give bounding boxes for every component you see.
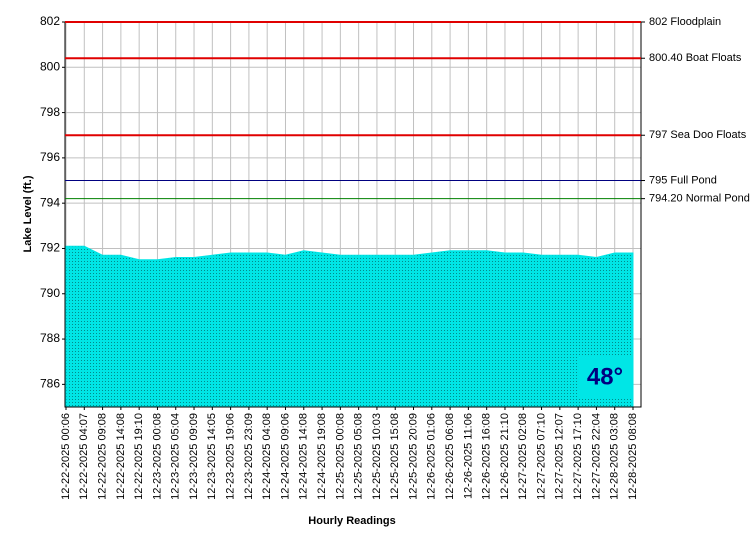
y-tick-label: 800 [40,59,60,73]
x-tick-label: 12-25-2025 00:08 [334,413,346,500]
x-tick-label: 12-27-2025 07:10 [535,413,547,500]
x-tick-label: 12-26-2025 16:08 [481,413,493,500]
x-tick-label: 12-23-2025 23:09 [243,413,255,500]
x-tick-label: 12-23-2025 19:06 [225,413,237,500]
x-tick-label: 12-23-2025 00:08 [151,413,163,500]
x-tick-label: 12-26-2025 11:06 [462,413,474,499]
x-tick-label: 12-24-2025 14:08 [298,413,310,500]
reference-label: 794.20 Normal Pond [649,193,750,205]
reference-label: 795 Full Pond [649,174,717,186]
x-tick-label: 12-22-2025 04:07 [78,413,90,500]
x-tick-label: 12-22-2025 19:10 [133,413,145,500]
y-tick-label: 788 [40,331,60,345]
x-tick-label: 12-25-2025 15:08 [389,413,401,500]
x-tick-label: 12-26-2025 01:06 [426,413,438,500]
x-tick-label: 12-27-2025 12:07 [554,413,566,500]
x-tick-label: 12-22-2025 14:08 [115,413,127,500]
x-tick-label: 12-24-2025 04:08 [261,413,273,500]
x-tick-label: 12-22-2025 00:06 [60,413,72,500]
x-tick-label: 12-28-2025 08:08 [627,413,639,500]
reference-label: 802 Floodplain [649,16,721,28]
y-tick-label: 802 [40,14,60,28]
y-tick-label: 798 [40,105,60,119]
x-tick-label: 12-23-2025 09:09 [188,413,200,500]
x-tick-label: 12-27-2025 02:08 [517,413,529,500]
y-tick-label: 786 [40,377,60,391]
reference-label: 800.40 Boat Floats [649,52,742,64]
y-tick-label: 796 [40,150,60,164]
y-axis-title: Lake Level (ft.) [22,175,34,252]
x-tick-label: 12-23-2025 05:04 [170,413,182,500]
x-tick-label: 12-27-2025 17:10 [572,413,584,500]
temperature: 48° [587,363,623,390]
x-tick-label: 12-22-2025 09:08 [96,413,108,500]
x-axis-title: Hourly Readings [308,515,395,527]
y-tick-label: 790 [40,286,60,300]
x-tick-label: 12-24-2025 19:08 [316,413,328,500]
x-tick-label: 12-23-2025 14:05 [206,413,218,500]
y-tick-label: 792 [40,241,60,255]
x-tick-label: 12-27-2025 22:04 [590,413,602,500]
x-tick-label: 12-25-2025 20:09 [407,413,419,500]
x-tick-label: 12-25-2025 10:03 [371,413,383,500]
y-tick-label: 794 [40,195,60,209]
reference-label: 797 Sea Doo Floats [649,129,747,141]
temperature-box [578,356,632,398]
x-tick-label: 12-24-2025 09:06 [279,413,291,500]
x-tick-label: 12-28-2025 03:08 [609,413,621,500]
x-tick-label: 12-26-2025 21:10 [499,413,511,500]
area [65,245,634,408]
x-tick-label: 12-26-2025 06:08 [444,413,456,500]
x-tick-label: 12-25-2025 05:08 [353,413,365,500]
